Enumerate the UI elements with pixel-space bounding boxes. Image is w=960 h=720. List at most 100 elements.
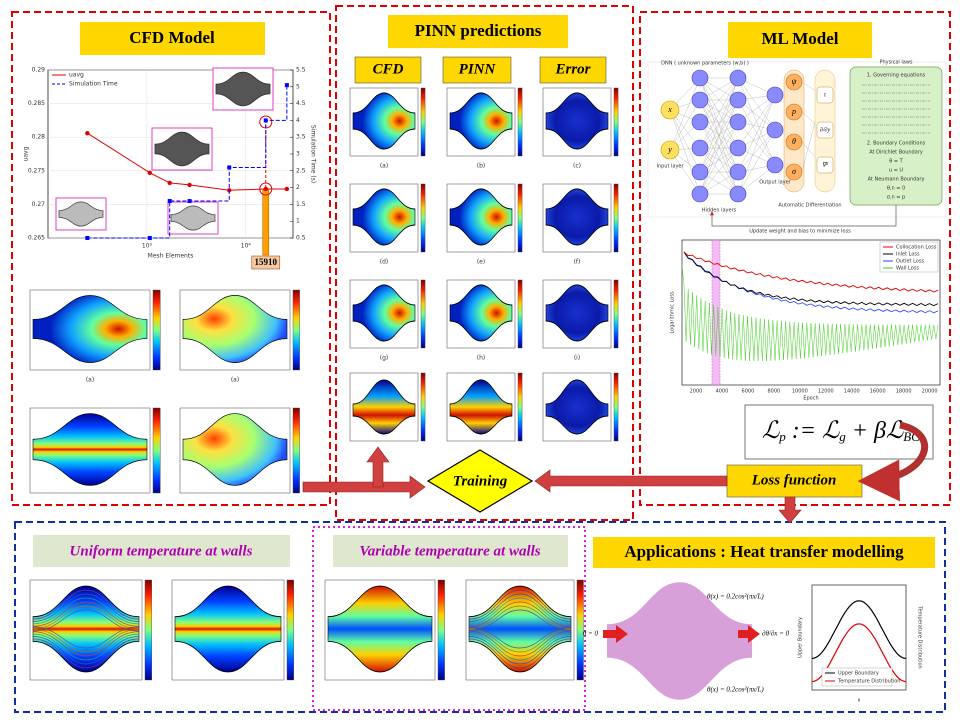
physics-label: ψ [792, 77, 798, 86]
hidden-node [729, 163, 747, 181]
hidden-layers-label: Hidden layers [702, 208, 737, 214]
channel-field [32, 413, 148, 486]
mesh-shape [154, 131, 210, 167]
edge [699, 77, 739, 149]
legend-label: Inlet Loss [896, 252, 920, 258]
app-curve [811, 600, 907, 660]
y2-tick-label: 2.5 [296, 167, 306, 174]
x-axis-label: Mesh Elements [148, 253, 194, 260]
output-layer-label: Output layer [759, 180, 791, 186]
edge [737, 94, 776, 149]
loss-curve [681, 264, 939, 362]
channel-field [352, 379, 416, 435]
bottom-bc-label: θ(x) = 0.2cos²(πx/L) [707, 686, 764, 694]
variable-title: Variable temperature at walls [359, 543, 540, 559]
input-layer-label: Input layer [656, 164, 684, 170]
eq-part: + βℒ [846, 418, 904, 444]
channel-field [32, 295, 148, 363]
hidden-node [691, 69, 709, 87]
callout-bar [262, 189, 270, 256]
edge [699, 77, 739, 173]
column-box [354, 56, 422, 84]
y-tick-label: 0.285 [28, 100, 45, 107]
deriv-node [816, 156, 834, 174]
series-marker [167, 199, 172, 204]
heatmap-panel: (e) [446, 183, 523, 266]
contour-line [32, 633, 140, 661]
channel-field [545, 379, 609, 435]
contour-line [468, 628, 572, 653]
series-marker [227, 165, 232, 170]
input-label: y [667, 145, 672, 154]
callout-label: 15910 [255, 257, 278, 267]
laws-title: Physical laws [879, 60, 912, 66]
x-axis-label: Epoch [803, 396, 818, 402]
heatmap-panel: (a) [179, 289, 300, 384]
channel-field [545, 92, 609, 150]
colorbar [576, 579, 584, 681]
edge [669, 99, 701, 151]
colorbar [292, 407, 300, 494]
hidden-node [729, 113, 747, 131]
y-tick-label: 0.29 [32, 67, 46, 74]
arrow-from-loss [534, 469, 728, 493]
inlet-arrow [603, 625, 628, 643]
legend-label: Wall Loss [896, 266, 919, 272]
y2-tick-label: 5.5 [296, 67, 306, 74]
x-tick-label: 4000 [716, 389, 729, 395]
column-box [539, 56, 607, 84]
cfd-title: CFD Model [129, 28, 215, 47]
colorbar [286, 579, 294, 681]
hidden-node [729, 69, 747, 87]
hidden-node [729, 139, 747, 157]
series-marker [85, 236, 90, 240]
edge [699, 99, 739, 195]
contour-line [468, 605, 572, 630]
heatmap-panel: (d) [349, 183, 426, 266]
uniform-title: Uniform temperature at walls [70, 543, 253, 559]
bottom-frame [14, 521, 946, 713]
outlet-arrow [738, 625, 760, 643]
contour-line [32, 597, 140, 625]
app-channel [607, 582, 752, 700]
edge [737, 99, 776, 166]
arrow-curve [857, 421, 929, 502]
contour-line [32, 609, 140, 632]
channel-field [327, 585, 433, 673]
hidden-node [691, 113, 709, 131]
y2-axis-label: Simulation Time (s) [310, 125, 317, 183]
channel-field [545, 284, 609, 342]
law-text: At Neumann Boundary [868, 177, 925, 183]
cfd-title-box [80, 22, 265, 55]
arrow-up [366, 446, 390, 488]
app-y2-label: Temperature Distribution [917, 605, 923, 668]
heatmap-panel: (h) [446, 279, 523, 362]
mesh-shape [170, 205, 216, 231]
arrow-down [778, 496, 802, 524]
panel-label: (g) [380, 355, 389, 362]
hidden-node [729, 91, 747, 109]
variable-box [333, 535, 568, 567]
y2-tick-label: 3 [296, 151, 300, 158]
heatmap-panel [179, 407, 300, 494]
edge [737, 129, 776, 173]
x-tick-label: 16000 [870, 389, 886, 395]
series-marker [263, 118, 268, 123]
contour-line [468, 626, 572, 649]
physics-label: σ [792, 167, 797, 176]
heatmap-panel: (i) [542, 279, 619, 362]
hidden-node [691, 163, 709, 181]
x-tick-label: 8000 [768, 389, 781, 395]
panel-label: (a) [231, 377, 239, 384]
ml-title-box [728, 22, 872, 58]
app-y-label: Upper Boundary [798, 617, 804, 658]
update-label: Update weight and bias to minimize loss [749, 229, 851, 235]
colorbar [420, 183, 426, 253]
equation-box [744, 404, 934, 460]
heatmap-panel [349, 372, 426, 442]
pinn-title: PINN predictions [415, 21, 542, 40]
loss-box [726, 464, 863, 498]
contour-line [468, 633, 572, 661]
loss-equation: ℒp := ℒg + βℒBC [762, 418, 920, 444]
law-text: 2. Boundary Conditions [867, 141, 926, 147]
